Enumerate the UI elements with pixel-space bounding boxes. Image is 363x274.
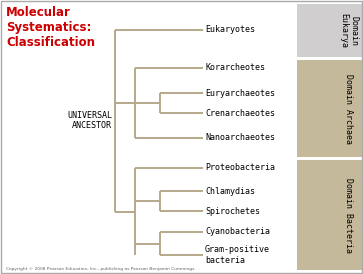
- Text: Crenarchaeotes: Crenarchaeotes: [205, 109, 275, 118]
- Text: Domain
Eukarya: Domain Eukarya: [339, 13, 358, 48]
- Text: Gram-positive
bacteria: Gram-positive bacteria: [205, 245, 270, 265]
- Text: Korarcheotes: Korarcheotes: [205, 64, 265, 73]
- Bar: [297, 160, 362, 270]
- Text: Copyright © 2008 Pearson Education, Inc., publishing as Pearson Benjamin Cumming: Copyright © 2008 Pearson Education, Inc.…: [6, 267, 196, 271]
- Text: Proteobacteria: Proteobacteria: [205, 164, 275, 173]
- Text: Chlamydias: Chlamydias: [205, 187, 255, 196]
- Text: Spirochetes: Spirochetes: [205, 207, 260, 215]
- Text: Euryarchaeotes: Euryarchaeotes: [205, 89, 275, 98]
- Text: UNIVERSAL
ANCESTOR: UNIVERSAL ANCESTOR: [67, 111, 112, 130]
- Bar: [297, 4, 362, 57]
- Bar: [297, 60, 362, 157]
- Text: Domain Bacteria: Domain Bacteria: [344, 178, 353, 253]
- Text: Molecular
Systematics:
Classification: Molecular Systematics: Classification: [6, 6, 95, 49]
- Text: Domain Archaea: Domain Archaea: [344, 73, 353, 144]
- Text: Eukaryotes: Eukaryotes: [205, 25, 255, 35]
- Text: Cyanobacteria: Cyanobacteria: [205, 227, 270, 236]
- Text: Nanoarchaeotes: Nanoarchaeotes: [205, 133, 275, 142]
